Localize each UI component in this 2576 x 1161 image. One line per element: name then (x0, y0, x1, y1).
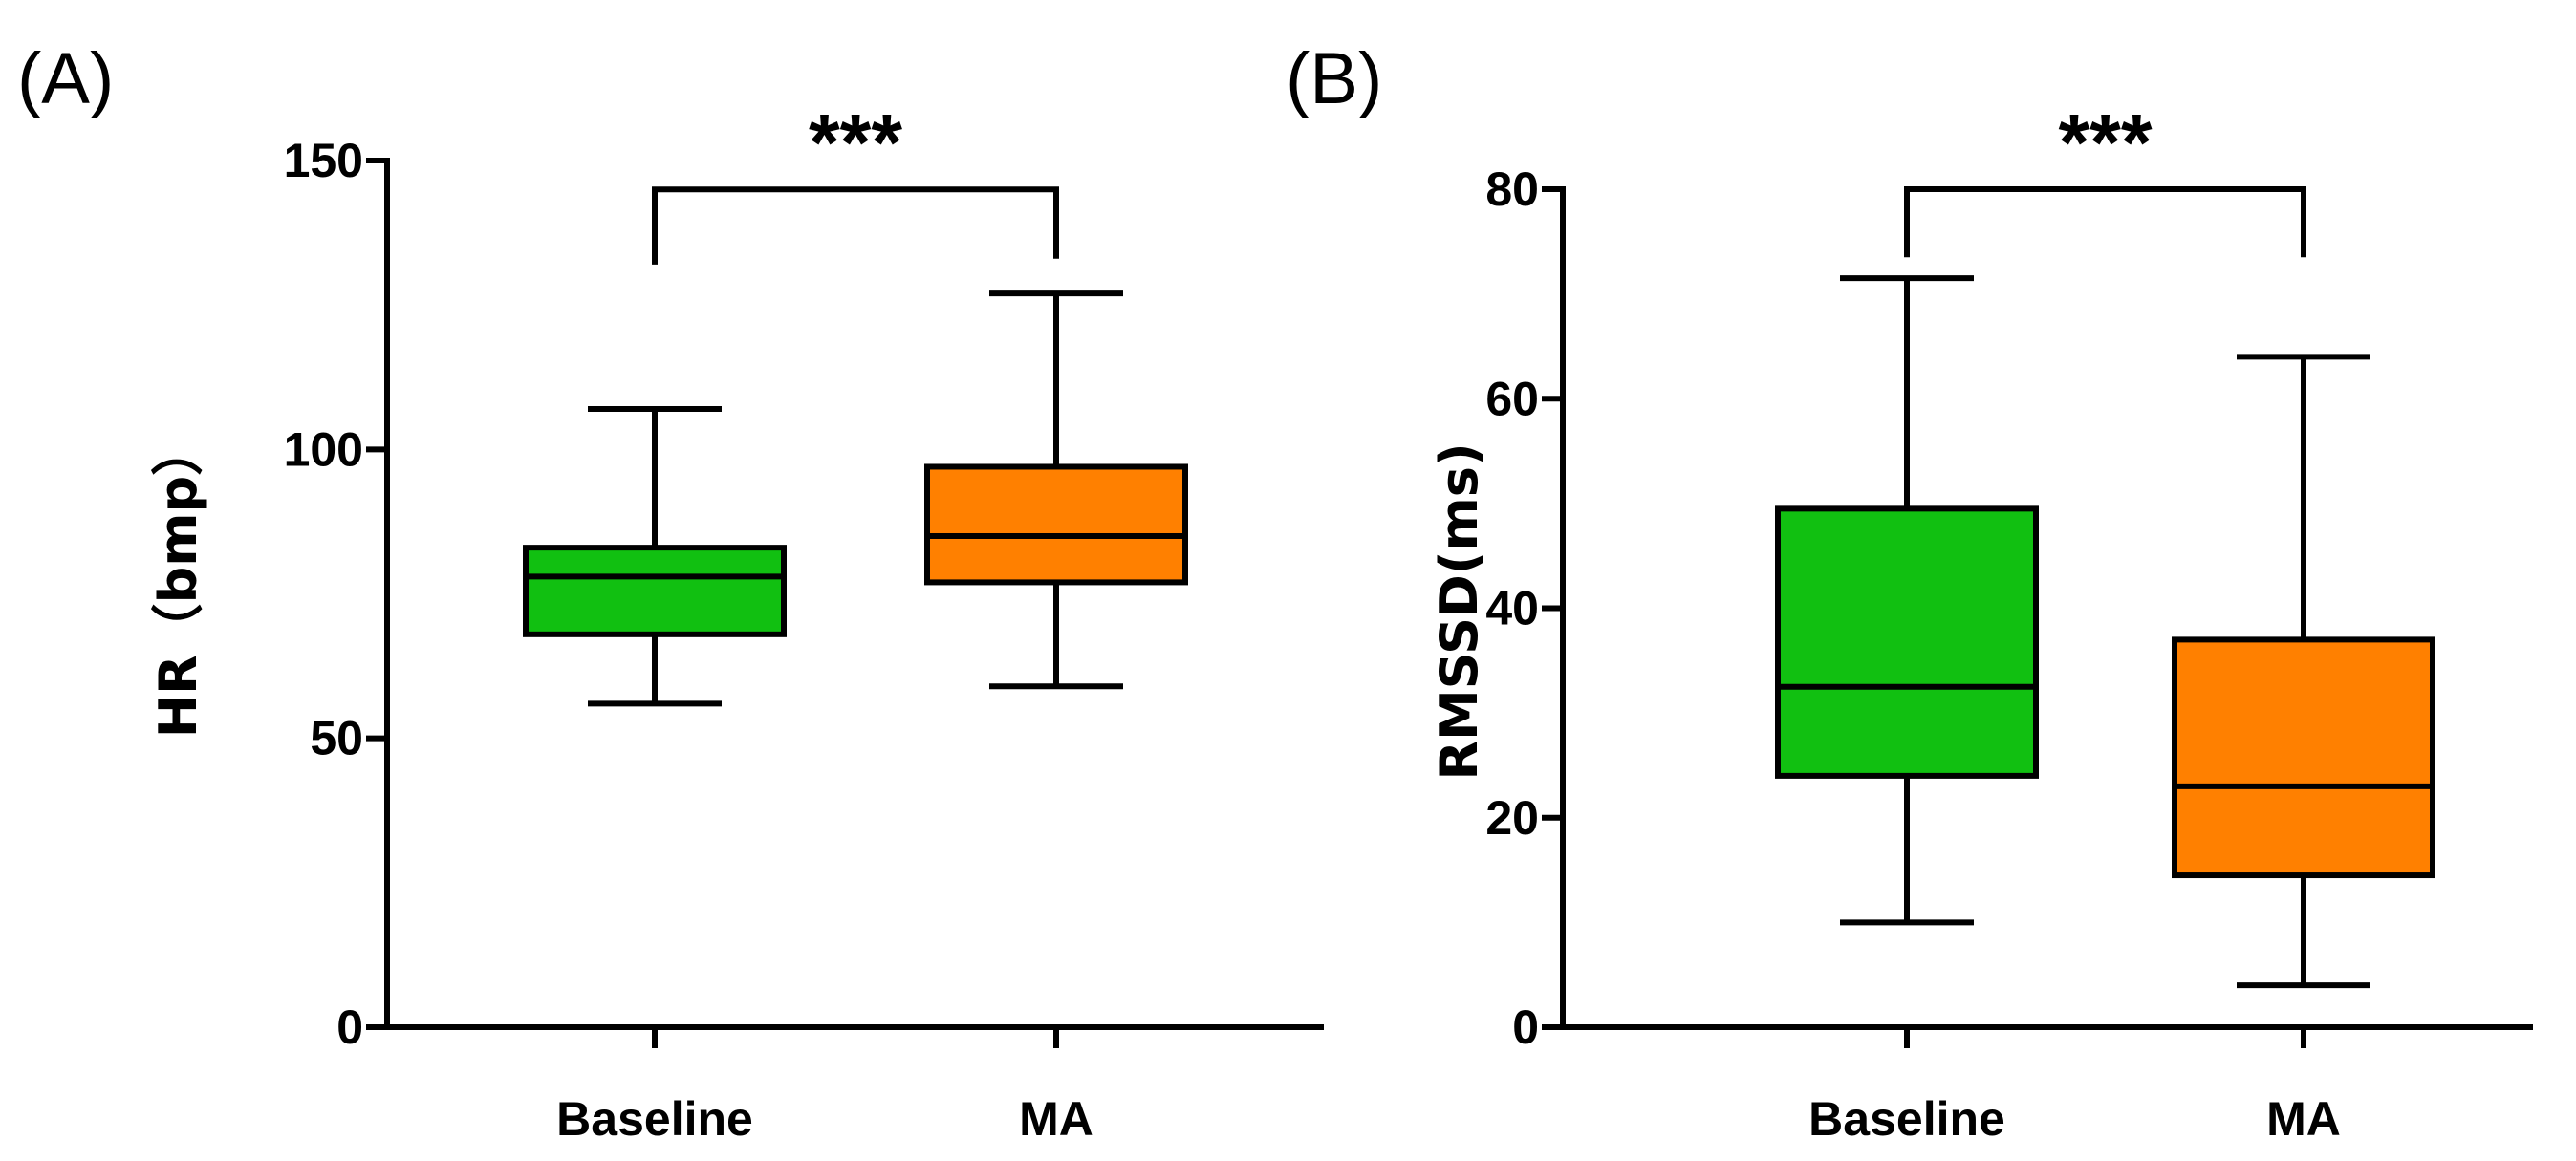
y-tick-label: 0 (1512, 1000, 1539, 1054)
x-category-label: Baseline (1808, 1092, 2005, 1146)
significance-bracket (1904, 186, 2306, 258)
panel-a-chart: (A) HR（bmp） 0 50 100 150 Baseline MA *** (17, 38, 1324, 1146)
y-tick-label: 80 (1485, 162, 1539, 216)
y-tick-label: 40 (1485, 582, 1539, 635)
significance-label: *** (2058, 97, 2152, 187)
y-tick-label: 100 (284, 422, 363, 476)
y-tick-label: 150 (284, 134, 363, 187)
box-baseline (1775, 505, 2039, 779)
box-ma (2172, 636, 2435, 879)
x-category-label: MA (2266, 1092, 2341, 1146)
y-axis-title: HR（bmp） (148, 424, 208, 738)
box-ma (924, 463, 1188, 586)
x-category-label: Baseline (556, 1092, 753, 1146)
y-axis-title: RMSSD(ms) (1429, 442, 1489, 780)
significance-label: *** (809, 97, 902, 187)
panel-label: (B) (1286, 38, 1382, 119)
box-baseline (523, 545, 787, 637)
y-tick-label: 50 (310, 712, 363, 765)
significance-bracket (652, 186, 1059, 265)
x-category-label: MA (1019, 1092, 1093, 1146)
panel-b-chart: (B) RMSSD(ms) 0 20 40 60 80 Baseline MA *** (1286, 38, 2533, 1146)
panel-label: (A) (17, 38, 114, 119)
y-tick-label: 20 (1485, 791, 1539, 845)
y-tick-label: 60 (1485, 372, 1539, 425)
y-tick-label: 0 (336, 1000, 363, 1054)
